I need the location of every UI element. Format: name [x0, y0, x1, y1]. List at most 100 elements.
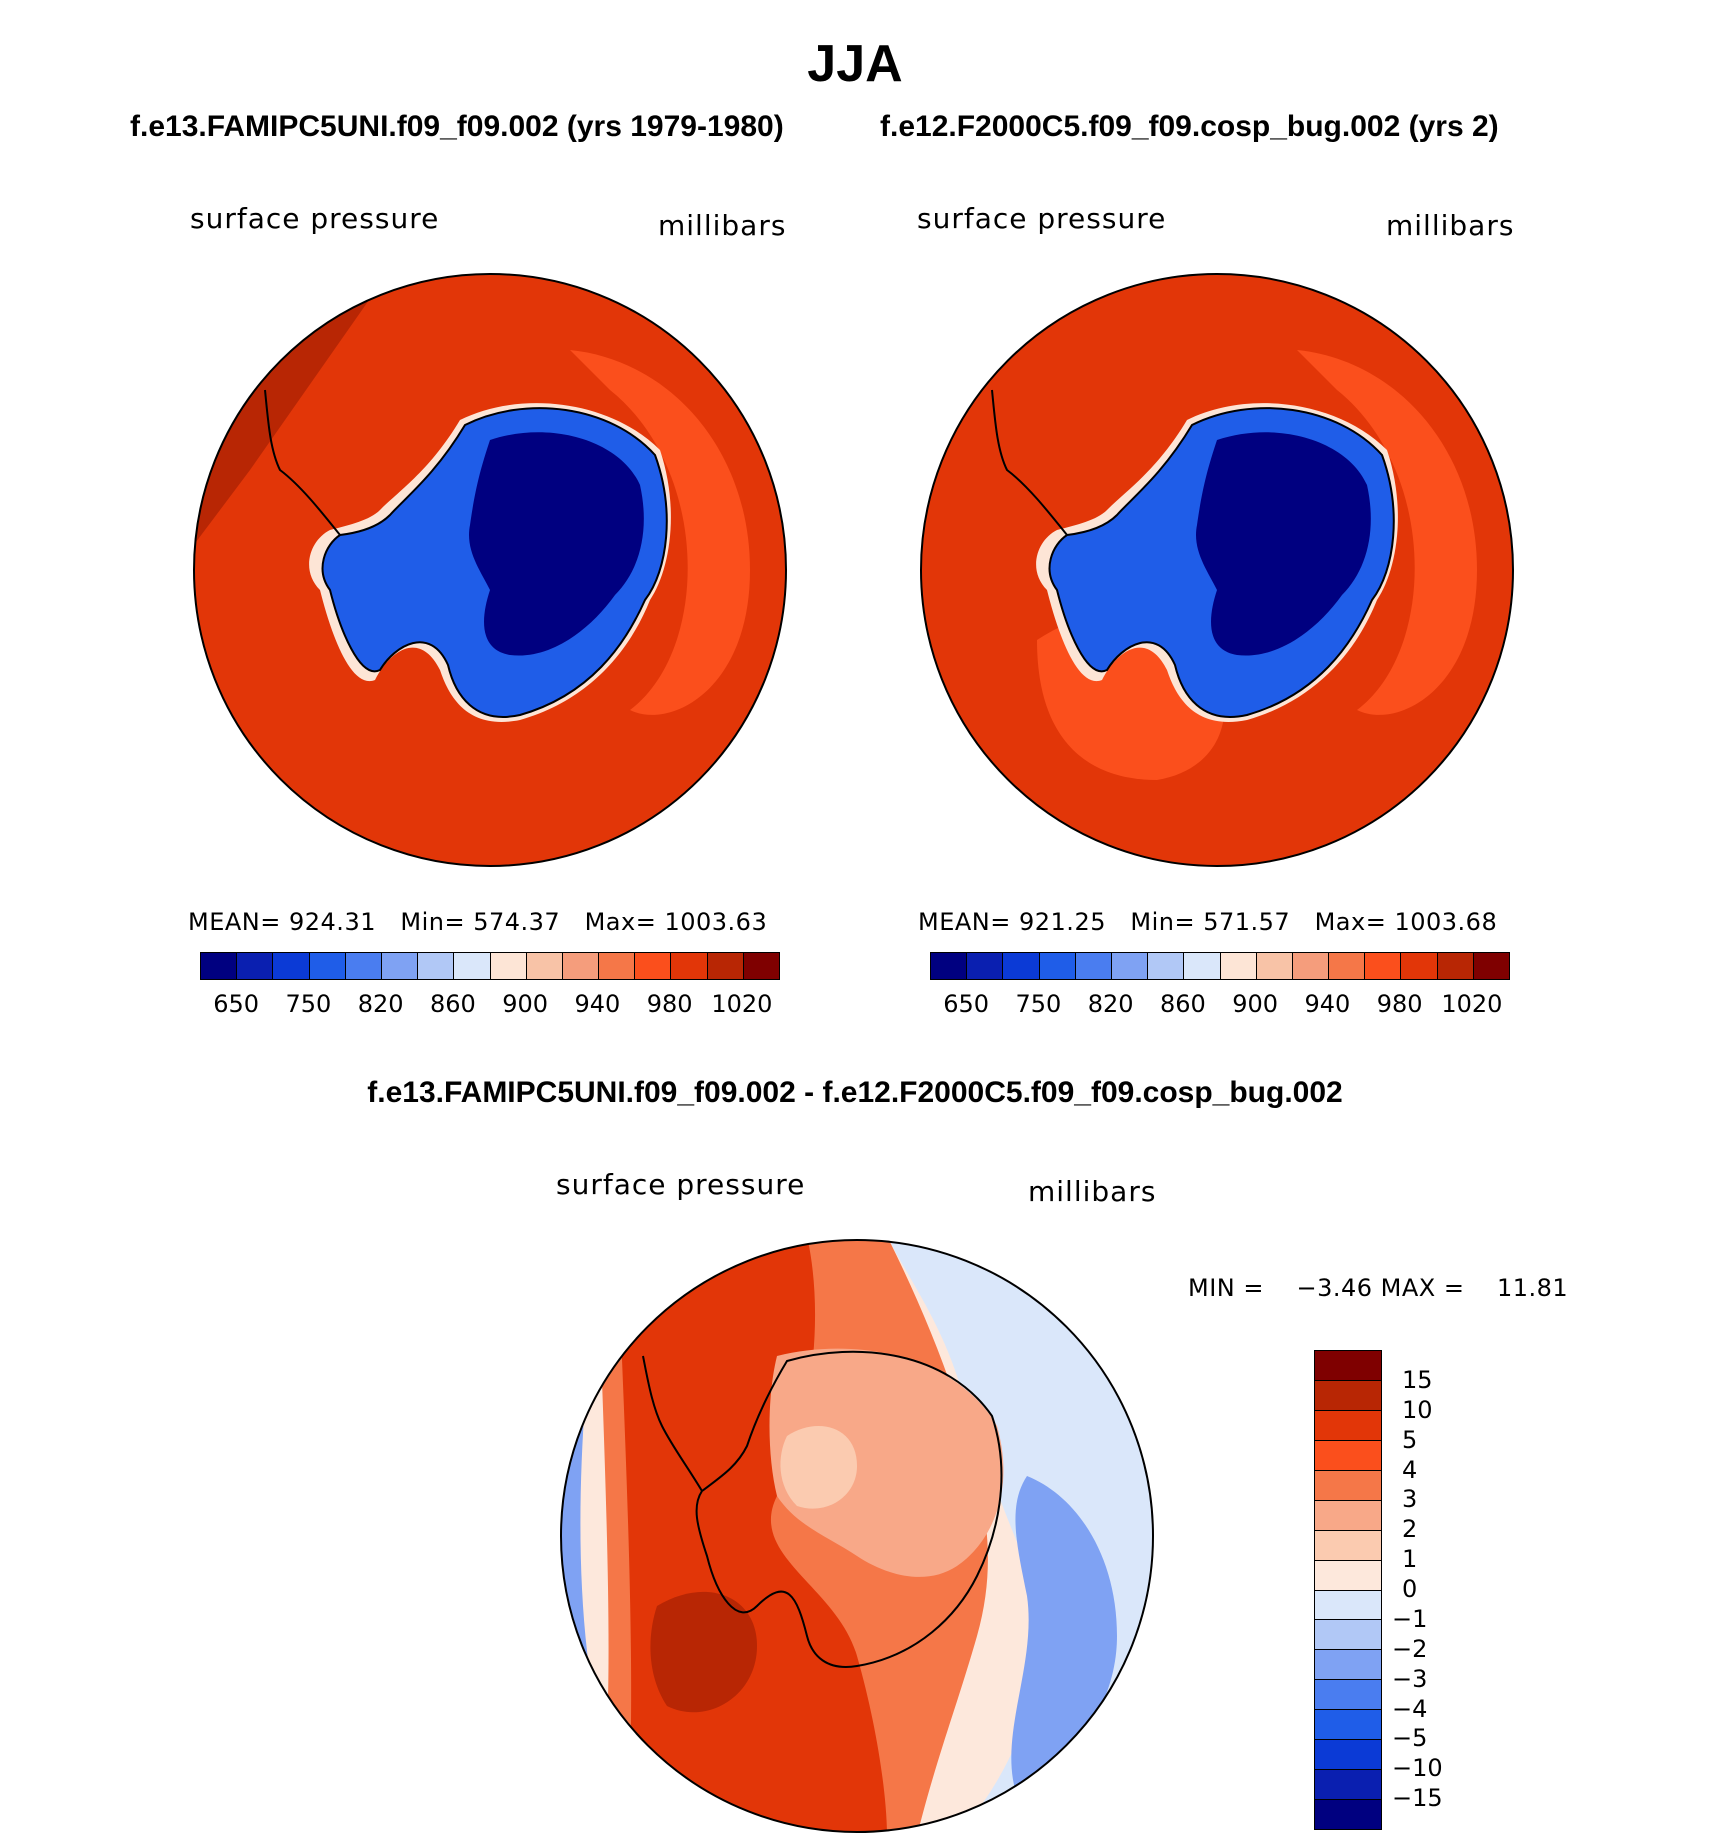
diff-colorbar-swatch — [1315, 1680, 1381, 1711]
difference-title: f.e13.FAMIPC5UNI.f09_f09.002 - f.e12.F20… — [367, 1076, 1343, 1109]
panel2-stats: MEAN= 921.25 Min= 571.57 Max= 1003.68 — [918, 908, 1497, 936]
panel1-coastline — [321, 407, 668, 718]
panel1-colorbar-swatch — [345, 953, 382, 979]
panel2-colorbar-swatch — [1039, 953, 1076, 979]
panel2-colorbar-tick-label: 820 — [1087, 990, 1134, 1018]
panel2-max-value: 1003.68 — [1394, 908, 1498, 936]
panel2-mean-label: MEAN= — [918, 908, 1011, 936]
panel1-peninsula — [264, 389, 341, 536]
panel2-colorbar-tick-label: 650 — [943, 990, 990, 1018]
panel2-colorbar-swatch — [1148, 953, 1185, 979]
diff-colorbar-tick-label: 1 — [1402, 1545, 1418, 1574]
panel1-colorbar-swatch — [381, 953, 419, 979]
panel1-east-band — [570, 350, 750, 715]
diff-colorbar-swatch — [1315, 1560, 1381, 1591]
diff-coastline — [695, 1350, 1003, 1668]
panel1-high-pressure-ridge — [194, 274, 390, 550]
panel1-colorbar-tick-label: 900 — [502, 990, 549, 1018]
panel2-coastline — [1048, 407, 1395, 718]
panel1-colorbar-swatch — [599, 953, 636, 979]
panel2-colorbar-tick-label: 860 — [1159, 990, 1206, 1018]
diff-colorbar-swatch — [1315, 1380, 1381, 1411]
panel2-colorbar-swatch — [1292, 953, 1330, 979]
diff-colorbar-tick-label: −1 — [1392, 1604, 1428, 1633]
panel1-colorbar-swatch — [454, 953, 491, 979]
panel2-min-value: 571.57 — [1203, 908, 1291, 936]
panel2-mean-value: 921.25 — [1019, 908, 1106, 936]
panel1-colorbar-ticks: 650 750 820 860 900 940 980 1020 — [200, 990, 778, 1020]
panel2-colorbar-swatch — [1220, 953, 1257, 979]
diff-antarctica-plus1 — [780, 1426, 857, 1509]
diff-colorbar-swatch — [1315, 1440, 1381, 1471]
panel1-colorbar-tick-label: 750 — [285, 990, 332, 1018]
diff-colorbar-swatch — [1315, 1620, 1381, 1651]
diff-colorbar-swatch — [1315, 1650, 1381, 1681]
panel2-colorbar-swatch — [1401, 953, 1438, 979]
diff-colorbar-tick-label: −3 — [1392, 1664, 1428, 1693]
diff-colorbar-tick-label: 0 — [1402, 1575, 1418, 1603]
diff-plus10-core — [650, 1591, 757, 1713]
panel1-colorbar-swatch — [671, 953, 708, 979]
panel1-colorbar-swatch — [201, 953, 238, 979]
panel2-peninsula — [991, 389, 1068, 536]
panel1-colorbar-swatch — [562, 953, 600, 979]
diff-antarctica-plus2 — [769, 1348, 1004, 1577]
diff-colorbar-tick-label: 3 — [1402, 1485, 1418, 1514]
diff-colorbar-tick-label: −10 — [1392, 1754, 1443, 1783]
diff-units-label: millibars — [1028, 1175, 1157, 1208]
panel2-colorbar-tick-label: 750 — [1015, 990, 1062, 1018]
panel1-min-label: Min= — [400, 908, 466, 936]
panel2-colorbar-swatch — [967, 953, 1004, 979]
panel1-colorbar-swatch — [418, 953, 455, 979]
panel1-mean-label: MEAN= — [188, 908, 281, 936]
panel1-units-label: millibars — [658, 209, 787, 242]
panel2-colorbar-swatch — [1003, 953, 1040, 979]
diff-colorbar-swatch — [1315, 1500, 1381, 1531]
diff-colorbar-swatch — [1315, 1590, 1381, 1621]
diff-colorbar-swatch — [1315, 1800, 1381, 1829]
diff-colorbar-tick-label: 2 — [1402, 1515, 1418, 1544]
panel2-max-label: Max= — [1314, 908, 1387, 936]
difference-polar-map — [560, 1239, 1154, 1833]
panel1-colorbar-swatch — [490, 953, 527, 979]
left-case-subtitle: f.e13.FAMIPC5UNI.f09_f09.002 (yrs 1979-1… — [130, 110, 784, 143]
panel1-colorbar-tick-label: 940 — [574, 990, 621, 1018]
panel2-antarctica-plateau — [1196, 432, 1371, 656]
diff-colorbar-swatch — [1315, 1740, 1381, 1771]
panel2-colorbar-swatch — [1111, 953, 1149, 979]
panel1-colorbar-tick-label: 1020 — [711, 990, 773, 1018]
panel2-units-label: millibars — [1386, 209, 1515, 242]
diff-colorbar-tick-label: −15 — [1392, 1784, 1443, 1813]
panel1-colorbar-tick-label: 860 — [429, 990, 476, 1018]
panel1-antarctica-plateau — [469, 432, 644, 656]
panel2-colorbar-tick-label: 900 — [1232, 990, 1279, 1018]
diff-colorbar-ticks: 15 10 5 4 3 2 1 0 −1 −2 −3 −4 −5 −10 −15 — [1392, 1350, 1472, 1828]
diff-colorbar-tick-label: 4 — [1402, 1455, 1418, 1484]
panel1-polar-map — [193, 273, 787, 867]
diff-colorbar-swatch — [1315, 1710, 1381, 1741]
panel2-map-boundary — [920, 273, 1514, 867]
panel2-colorbar-swatch — [1256, 953, 1293, 979]
panel1-colorbar-swatch — [635, 953, 672, 979]
panel2-colorbar-swatch — [1437, 953, 1474, 979]
diff-colorbar-swatch — [1315, 1770, 1381, 1801]
panel2-polar-map — [920, 273, 1514, 867]
panel1-colorbar-tick-label: 980 — [646, 990, 693, 1018]
panel2-colorbar-tick-label: 1020 — [1441, 990, 1503, 1018]
panel1-mean-value: 924.31 — [289, 908, 376, 936]
panel2-colorbar-tick-label: 940 — [1304, 990, 1351, 1018]
diff-colorbar-tick-label: −4 — [1392, 1694, 1428, 1723]
panel2-colorbar-ticks: 650 750 820 860 900 940 980 1020 — [930, 990, 1508, 1020]
panel1-max-value: 1003.63 — [664, 908, 768, 936]
panel1-map-boundary — [193, 273, 787, 867]
panel1-colorbar-tick-label: 650 — [213, 990, 260, 1018]
diff-colorbar-swatch — [1315, 1410, 1381, 1441]
panel1-colorbar-swatch — [237, 953, 274, 979]
panel2-colorbar — [930, 952, 1510, 980]
diff-colorbar-swatch — [1315, 1351, 1381, 1381]
panel2-colorbar-swatch — [1075, 953, 1112, 979]
panel1-colorbar-swatch — [309, 953, 346, 979]
panel2-colorbar-swatch — [1329, 953, 1366, 979]
diff-colorbar-tick-label: 5 — [1402, 1425, 1418, 1454]
diff-colorbar-tick-label: −5 — [1392, 1724, 1428, 1753]
